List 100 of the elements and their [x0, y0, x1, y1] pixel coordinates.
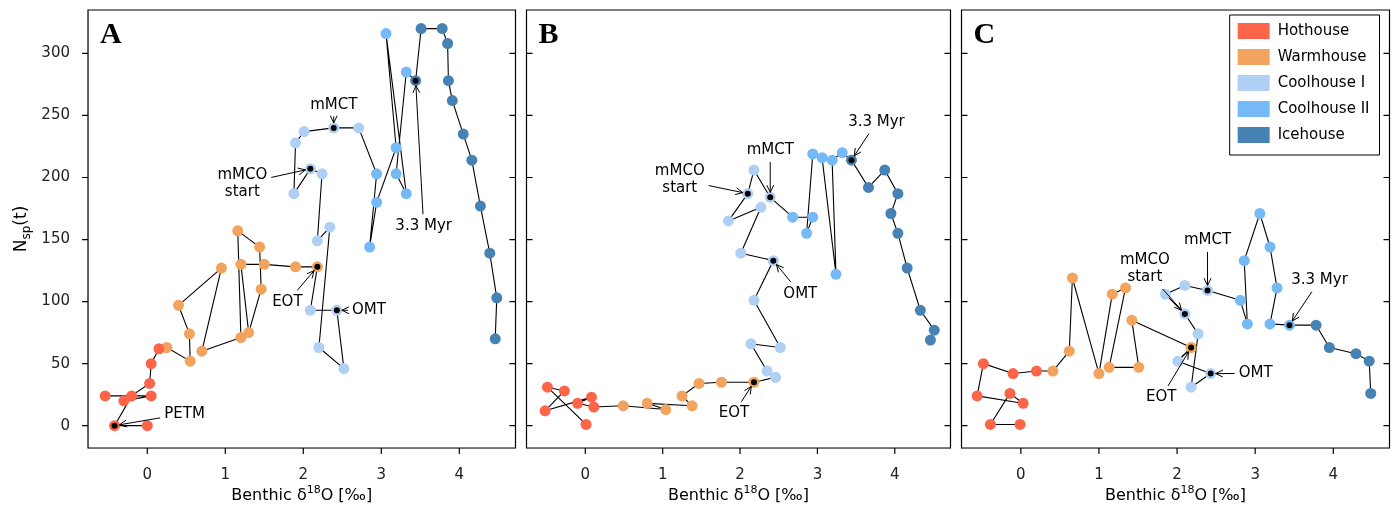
- legend-label: Coolhouse II: [1277, 98, 1370, 117]
- point: [290, 261, 302, 273]
- point: [118, 395, 130, 407]
- point: [99, 390, 111, 402]
- point: [826, 154, 838, 166]
- point: [1185, 381, 1197, 393]
- point: [141, 420, 153, 432]
- annotation: EOT: [1145, 387, 1178, 406]
- point: [585, 391, 597, 403]
- point: [145, 390, 157, 402]
- point: [1120, 282, 1132, 294]
- point: [338, 363, 350, 375]
- y-tick-label: 200: [41, 167, 70, 186]
- point: [474, 200, 486, 212]
- point: [446, 95, 458, 107]
- point: [1066, 272, 1078, 284]
- annotation: 3.3 Myr: [848, 112, 906, 131]
- annotation: mMCO start: [1119, 250, 1170, 286]
- point: [184, 355, 196, 367]
- point: [879, 164, 891, 176]
- x-tick-label: 1: [220, 464, 231, 483]
- point: [466, 154, 478, 166]
- point: [580, 418, 592, 430]
- point: [232, 225, 244, 237]
- point: [558, 385, 570, 397]
- point: [1365, 387, 1377, 399]
- annotation: OMT: [1238, 363, 1274, 382]
- point: [457, 128, 469, 140]
- annotation: mMCT: [746, 140, 795, 159]
- point: [748, 164, 760, 176]
- point: [442, 75, 454, 87]
- point: [1047, 365, 1059, 377]
- point: [304, 304, 316, 316]
- point: [491, 292, 503, 304]
- point: [288, 188, 300, 200]
- annotation: mMCT: [1183, 230, 1232, 249]
- point: [892, 227, 904, 239]
- x-tick-label: 3: [812, 464, 823, 483]
- point: [313, 342, 325, 353]
- point: [836, 147, 848, 159]
- point: [572, 397, 584, 409]
- point: [1017, 397, 1029, 409]
- point: [1238, 255, 1250, 267]
- point: [541, 381, 553, 393]
- chart-title: B: [538, 15, 559, 49]
- point: [255, 283, 267, 295]
- annotation: 3.3 Myr: [395, 215, 453, 234]
- point: [290, 137, 302, 149]
- annotation: mMCT: [310, 94, 359, 113]
- legend-label: Warmhouse: [1277, 46, 1367, 65]
- point: [183, 328, 195, 340]
- x-tick-label: 0: [580, 464, 591, 483]
- point: [1234, 294, 1246, 306]
- point: [215, 262, 227, 274]
- y-tick-label: 50: [50, 353, 70, 372]
- point: [400, 188, 412, 200]
- annotation: PETM: [164, 403, 205, 422]
- point: [1264, 318, 1276, 330]
- point: [489, 333, 501, 345]
- point: [1106, 288, 1118, 300]
- point: [1004, 387, 1016, 399]
- point: [442, 38, 454, 49]
- legend-label: Icehouse: [1277, 124, 1345, 143]
- point: [676, 390, 688, 402]
- point: [693, 377, 705, 389]
- x-tick-label: 4: [1328, 464, 1339, 483]
- x-tick-label: 1: [1094, 464, 1104, 483]
- y-tick-label: 0: [60, 415, 70, 434]
- point: [316, 168, 328, 180]
- chart-title: A: [100, 15, 122, 49]
- point: [353, 122, 365, 134]
- point: [686, 400, 698, 412]
- annotation: OMT: [783, 283, 819, 302]
- point: [254, 241, 266, 253]
- point: [258, 258, 270, 270]
- annotation: mMCO start: [217, 165, 268, 201]
- point: [1093, 368, 1105, 380]
- point: [1030, 365, 1042, 377]
- point: [1014, 418, 1026, 430]
- y-tick-label: 300: [41, 43, 70, 62]
- point: [1133, 361, 1145, 373]
- point: [145, 358, 157, 370]
- point: [311, 235, 323, 247]
- annotation: OMT: [351, 300, 387, 319]
- point: [977, 358, 989, 370]
- y-axis-title: Nsp(t): [10, 205, 34, 253]
- point: [400, 66, 412, 78]
- point: [243, 327, 255, 339]
- point: [1323, 342, 1335, 353]
- point: [787, 211, 799, 223]
- point: [390, 168, 402, 180]
- point: [928, 324, 940, 336]
- point: [914, 304, 926, 316]
- point: [755, 201, 767, 213]
- point: [715, 376, 727, 388]
- legend-label: Hothouse: [1277, 20, 1350, 39]
- point: [761, 365, 773, 377]
- point: [1350, 348, 1362, 360]
- point: [1363, 355, 1375, 367]
- point: [415, 23, 427, 35]
